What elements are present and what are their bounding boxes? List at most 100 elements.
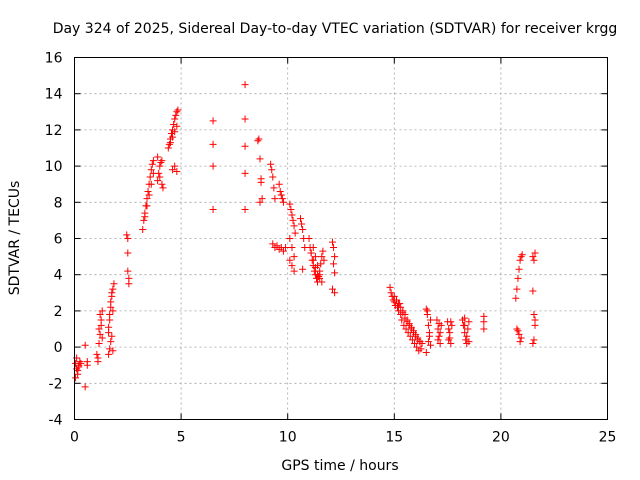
data-point: [395, 300, 403, 308]
data-point: [517, 334, 525, 342]
data-point: [462, 336, 470, 344]
data-point: [269, 173, 277, 181]
data-point: [75, 363, 83, 371]
data-point: [317, 260, 325, 268]
data-point: [143, 195, 151, 203]
data-point: [170, 120, 178, 128]
data-point: [299, 225, 307, 233]
data-point: [106, 345, 114, 353]
data-point: [433, 316, 441, 324]
data-point: [209, 206, 217, 214]
data-point: [515, 330, 523, 338]
data-point: [307, 249, 315, 257]
data-point: [277, 191, 285, 199]
data-point: [529, 253, 537, 261]
data-point: [155, 169, 163, 177]
data-point: [434, 325, 442, 333]
x-tick-label: 15: [385, 430, 403, 446]
data-point: [158, 180, 166, 188]
data-point: [289, 216, 297, 224]
data-point: [403, 316, 411, 324]
data-point: [424, 321, 432, 329]
data-point: [531, 321, 539, 329]
data-point: [434, 336, 442, 344]
data-point: [144, 187, 152, 195]
y-tick-labels: -4 -2 0 2 4 6 8 10 12 14 16: [45, 51, 63, 429]
data-point: [171, 115, 179, 123]
data-point: [435, 332, 443, 340]
data-point: [278, 195, 286, 203]
data-point: [124, 267, 132, 275]
x-tick-label: 0: [70, 430, 79, 446]
data-point: [255, 135, 263, 143]
data-point: [425, 329, 433, 337]
y-tick-label: -4: [49, 413, 63, 429]
y-tick-label: 2: [54, 304, 63, 320]
data-point: [165, 140, 173, 148]
data-point: [156, 173, 164, 181]
data-point: [422, 349, 430, 357]
data-point: [109, 307, 117, 315]
data-point: [514, 327, 522, 335]
data-point: [123, 231, 131, 239]
y-tick-label: 0: [54, 340, 63, 356]
data-point: [411, 339, 419, 347]
data-point: [288, 211, 296, 219]
data-point: [72, 374, 80, 382]
data-point: [513, 325, 521, 333]
y-tick-label: 14: [45, 87, 63, 103]
data-point: [275, 180, 283, 188]
data-point: [168, 130, 176, 138]
data-point: [254, 137, 262, 145]
data-point: [318, 253, 326, 261]
data-point: [110, 280, 118, 288]
data-point: [330, 260, 338, 268]
data-point: [169, 166, 177, 174]
data-point: [154, 177, 162, 185]
data-point: [465, 338, 473, 346]
data-point: [124, 235, 132, 242]
data-point: [209, 162, 217, 170]
y-axis-label: SDTVAR / TECUs: [7, 181, 23, 296]
data-point: [392, 296, 400, 304]
data-point: [514, 274, 522, 282]
data-point: [305, 235, 313, 242]
data-point: [268, 166, 276, 174]
data-point: [328, 285, 336, 293]
data-point: [173, 108, 181, 116]
data-point: [445, 325, 453, 333]
data-point: [140, 216, 148, 224]
data-point: [311, 253, 319, 261]
data-point: [173, 122, 181, 130]
data-point: [149, 157, 157, 165]
data-point: [416, 338, 424, 346]
data-point: [106, 311, 114, 319]
data-point: [173, 168, 181, 176]
data-point: [529, 339, 537, 347]
data-point: [399, 307, 407, 315]
y-tick-label: 12: [45, 123, 63, 139]
data-point: [256, 198, 264, 206]
data-point: [330, 244, 338, 252]
data-point: [412, 330, 420, 338]
data-point: [141, 213, 149, 221]
data-point: [465, 318, 473, 326]
data-point: [407, 323, 415, 331]
data-point: [445, 336, 453, 344]
data-point: [74, 367, 82, 375]
data-point: [270, 184, 278, 192]
data-point: [209, 117, 217, 125]
data-point: [424, 338, 432, 346]
data-point: [290, 267, 298, 275]
data-point: [256, 155, 264, 163]
data-point: [319, 247, 327, 255]
x-tick-label: 25: [599, 430, 617, 446]
data-point: [461, 321, 469, 329]
y-tick-label: 4: [54, 268, 63, 284]
data-point: [286, 256, 294, 264]
data-point: [143, 202, 151, 210]
data-point: [241, 206, 249, 214]
data-point: [105, 323, 113, 331]
data-point: [387, 289, 395, 297]
data-point: [290, 253, 298, 261]
